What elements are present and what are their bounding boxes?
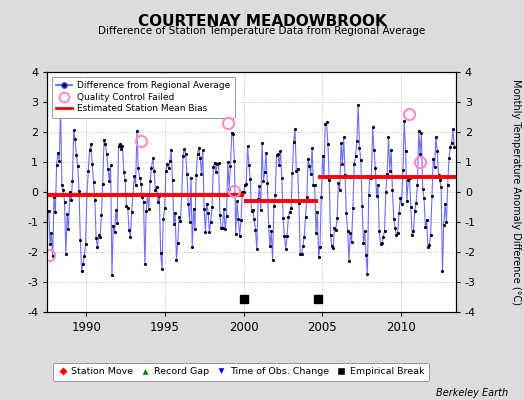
Text: Difference of Station Temperature Data from Regional Average: Difference of Station Temperature Data f… <box>99 26 425 36</box>
Legend: Difference from Regional Average, Quality Control Failed, Estimated Station Mean: Difference from Regional Average, Qualit… <box>52 76 235 118</box>
Text: Berkeley Earth: Berkeley Earth <box>436 388 508 398</box>
Legend: Station Move, Record Gap, Time of Obs. Change, Empirical Break: Station Move, Record Gap, Time of Obs. C… <box>53 363 429 381</box>
Text: COURTENAY MEADOWBROOK: COURTENAY MEADOWBROOK <box>138 14 386 29</box>
Text: Monthly Temperature Anomaly Difference (°C): Monthly Temperature Anomaly Difference (… <box>511 79 521 305</box>
